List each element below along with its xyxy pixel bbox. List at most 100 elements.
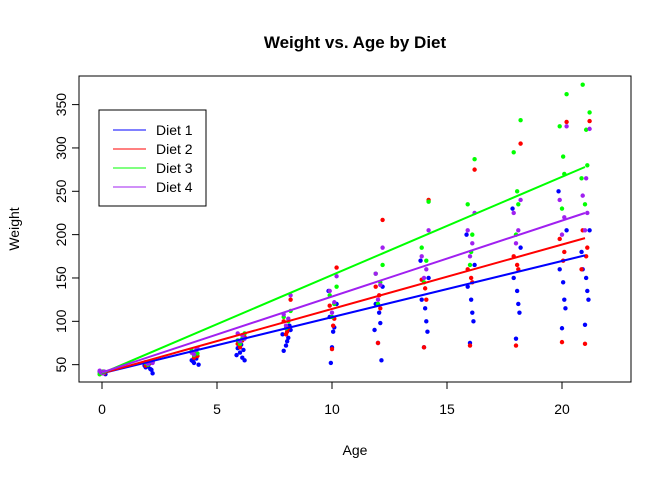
point-diet-3 <box>564 92 569 97</box>
y-axis-title: Weight <box>6 207 22 250</box>
point-diet-4 <box>283 323 289 328</box>
point-diet-1 <box>587 228 592 233</box>
point-diet-1 <box>150 371 155 376</box>
point-diet-1 <box>563 306 568 311</box>
fit-line-diet-4 <box>101 212 586 374</box>
point-diet-4 <box>380 245 385 250</box>
point-diet-1 <box>560 280 566 285</box>
point-diet-4 <box>97 368 102 373</box>
point-diet-1 <box>510 206 515 211</box>
point-diet-4 <box>378 282 383 288</box>
point-diet-2 <box>513 343 519 348</box>
point-diet-1 <box>241 347 246 353</box>
point-diet-1 <box>284 339 290 344</box>
point-diet-4 <box>559 232 565 237</box>
point-diet-4 <box>580 193 585 198</box>
point-diet-3 <box>582 202 588 207</box>
point-diet-3 <box>559 206 565 211</box>
point-diet-4 <box>564 124 569 129</box>
point-diet-1 <box>562 297 567 302</box>
point-diet-4 <box>467 254 473 259</box>
y-tick-label: 100 <box>53 309 69 333</box>
legend-box <box>98 109 207 207</box>
point-diet-3 <box>560 154 566 159</box>
point-diet-2 <box>380 217 385 223</box>
legend-label-diet-1: Diet 1 <box>156 122 193 138</box>
point-diet-3 <box>472 157 477 162</box>
point-diet-4 <box>332 300 337 305</box>
point-diet-2 <box>468 275 474 281</box>
point-diet-4 <box>587 126 592 132</box>
point-diet-1 <box>426 275 431 281</box>
point-diet-1 <box>419 297 424 302</box>
point-diet-2 <box>514 262 520 268</box>
fit-line-diet-2 <box>101 237 586 375</box>
point-diet-2 <box>373 284 378 289</box>
point-diet-3 <box>516 202 521 207</box>
fit-lines <box>101 166 586 375</box>
point-diet-2 <box>583 254 589 259</box>
point-diet-1 <box>378 320 383 326</box>
point-diet-1 <box>234 352 239 358</box>
point-diet-3 <box>585 163 590 168</box>
point-diet-2 <box>587 118 592 124</box>
point-diet-1 <box>286 335 291 340</box>
point-diet-1 <box>242 358 247 363</box>
x-tick-label: 10 <box>324 401 340 417</box>
point-diet-4 <box>562 215 567 220</box>
point-diet-1 <box>586 297 591 302</box>
point-diet-2 <box>557 236 562 242</box>
point-diet-4 <box>513 241 519 246</box>
point-diet-3 <box>334 284 339 289</box>
point-diet-4 <box>419 254 424 259</box>
point-diet-2 <box>518 141 523 146</box>
point-diet-1 <box>465 284 470 289</box>
point-diet-1 <box>517 310 522 315</box>
point-diet-4 <box>585 210 590 216</box>
point-diet-1 <box>582 322 588 327</box>
point-diet-1 <box>564 228 569 233</box>
point-diet-1 <box>464 232 469 237</box>
y-tick-label: 300 <box>53 136 69 160</box>
point-diet-1 <box>471 319 476 324</box>
point-diet-2 <box>284 329 290 334</box>
point-diet-2 <box>330 323 336 328</box>
point-diet-1 <box>281 348 286 353</box>
point-diet-4 <box>582 228 588 233</box>
legend-label-diet-4: Diet 4 <box>156 179 193 195</box>
point-diet-4 <box>426 228 431 233</box>
point-diet-4 <box>583 176 589 181</box>
point-diet-1 <box>585 288 590 294</box>
point-diet-2 <box>334 265 339 270</box>
point-diet-3 <box>583 127 589 132</box>
point-diet-4 <box>329 310 335 315</box>
y-tick-label: 150 <box>53 266 69 290</box>
point-diet-3 <box>380 262 385 268</box>
point-diet-4 <box>557 197 562 203</box>
point-diet-2 <box>467 343 473 348</box>
point-diet-1 <box>556 189 561 194</box>
point-diet-3 <box>467 262 473 268</box>
point-diet-3 <box>195 351 200 356</box>
point-diet-1 <box>511 275 516 281</box>
point-diet-3 <box>579 176 584 181</box>
point-diet-1 <box>579 249 584 255</box>
point-diet-1 <box>557 267 562 272</box>
legend-label-diet-2: Diet 2 <box>156 141 193 157</box>
point-diet-3 <box>511 150 516 155</box>
x-tick-label: 15 <box>439 401 455 417</box>
point-diet-4 <box>470 241 475 246</box>
point-diet-2 <box>237 345 243 350</box>
point-diet-2 <box>564 119 569 125</box>
y-axis: 50 100 150 200 250 300 350 <box>53 93 80 372</box>
point-diet-2 <box>582 341 588 347</box>
point-diet-3 <box>419 245 424 250</box>
point-diet-2 <box>329 346 335 352</box>
legend: Diet 1 Diet 2 Diet 3 Diet 4 <box>98 109 207 207</box>
point-diet-4 <box>424 267 429 272</box>
point-diet-2 <box>424 297 429 302</box>
point-diet-2 <box>421 345 427 350</box>
point-diet-1 <box>196 362 201 367</box>
point-diet-4 <box>334 274 339 279</box>
point-diet-2 <box>378 306 383 311</box>
